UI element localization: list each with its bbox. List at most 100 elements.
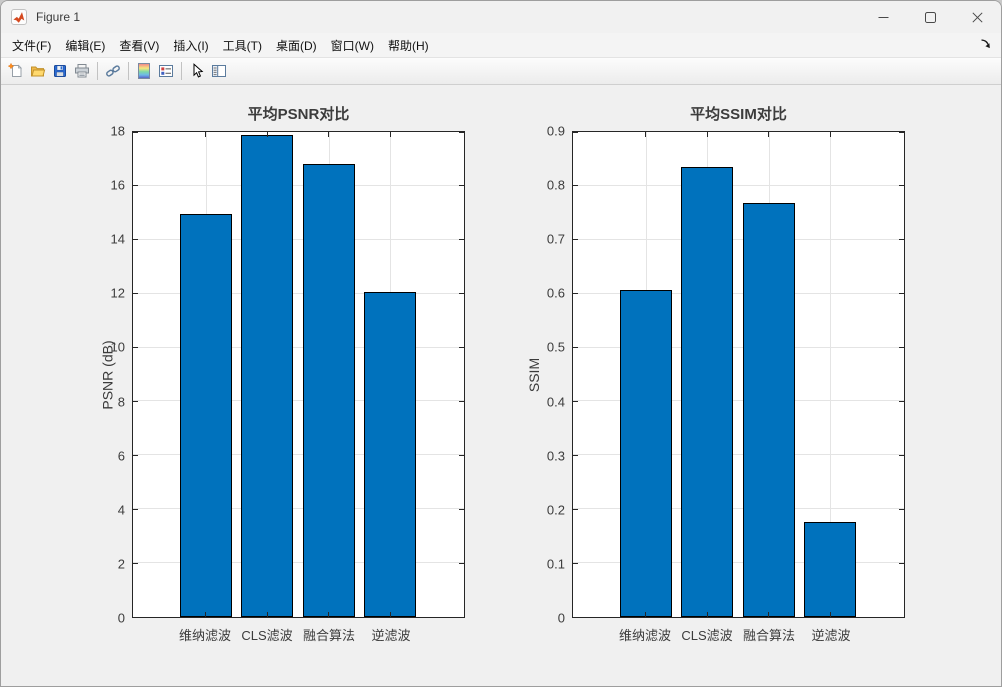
axis-tick — [133, 293, 138, 295]
titlebar[interactable]: Figure 1 — [1, 1, 1001, 33]
x-tick-label: CLS滤波 — [241, 628, 293, 643]
edit-plot-arrow-icon — [193, 63, 204, 78]
x-tick-label: 逆滤波 — [371, 628, 411, 643]
axis-tick — [389, 612, 391, 617]
bar — [804, 521, 857, 617]
menu-item-tools[interactable]: 工具(T) — [222, 38, 262, 53]
figure-canvas: 平均PSNR对比 PSNR (dB) 0 2 4 6 8 10 12 14 16 18 维纳滤波 C… — [1, 85, 1001, 686]
menu-item-insert[interactable]: 插入(I) — [173, 38, 209, 53]
y-tick-label: 6 — [117, 448, 125, 464]
save-figure-icon — [54, 65, 66, 77]
x-axis-tick-labels: 维纳滤波 CLS滤波 融合算法 逆滤波 — [572, 625, 905, 643]
chart-title: 平均SSIM对比 — [690, 106, 787, 123]
menu-item-desktop[interactable]: 桌面(D) — [275, 38, 317, 53]
axis-tick — [266, 612, 268, 617]
axis-tick — [829, 612, 831, 617]
axis-tick — [133, 400, 138, 402]
axis-tick — [899, 400, 904, 402]
axis-tick — [573, 508, 578, 510]
y-tick-label: 12 — [110, 285, 125, 301]
x-tick-label: 维纳滤波 — [618, 628, 671, 643]
axis-tick — [706, 612, 708, 617]
plot-area — [572, 131, 905, 618]
axis-tick — [573, 562, 578, 564]
menu-item-file[interactable]: 文件(F) — [12, 38, 52, 53]
ssim-bar-chart: 平均SSIM对比 SSIM 0 0.1 0.2 0.3 0.4 0.5 0.6 0.7 0.8 0… — [526, 106, 905, 643]
axis-tick — [459, 508, 464, 510]
close-button[interactable] — [954, 1, 1001, 33]
minimize-button[interactable] — [860, 1, 907, 33]
y-tick-label: 0 — [557, 610, 565, 626]
edit-plot-button[interactable] — [186, 60, 208, 82]
insert-legend-icon — [159, 65, 173, 77]
axis-tick — [899, 239, 904, 241]
y-tick-label: 0.1 — [546, 556, 565, 572]
axis-tick — [573, 454, 578, 456]
y-tick-label: 8 — [117, 394, 125, 410]
insert-legend-button[interactable] — [155, 60, 177, 82]
axis-tick — [133, 508, 138, 510]
y-gridline — [133, 292, 464, 294]
x-gridline — [830, 132, 832, 617]
y-gridline — [573, 400, 904, 402]
axis-tick — [645, 612, 647, 617]
y-tick-label: 0.8 — [546, 177, 565, 193]
open-file-button[interactable] — [27, 60, 49, 82]
y-gridline — [133, 400, 464, 402]
menu-item-help[interactable]: 帮助(H) — [387, 38, 429, 53]
x-tick-label: CLS滤波 — [681, 628, 733, 643]
y-tick-label: 0.3 — [546, 448, 565, 464]
maximize-button[interactable] — [907, 1, 954, 33]
plot-browser-button[interactable] — [208, 60, 230, 82]
y-gridline — [573, 292, 904, 294]
y-tick-label: 16 — [110, 177, 125, 193]
axis-tick — [899, 185, 904, 187]
insert-colorbar-button[interactable] — [133, 60, 155, 82]
menu-item-view[interactable]: 查看(V) — [119, 38, 160, 53]
axis-tick — [645, 132, 647, 137]
menubar: 文件(F) 编辑(E) 查看(V) 插入(I) 工具(T) 桌面(D) 窗口(W… — [1, 33, 1001, 57]
link-plot-button[interactable] — [102, 60, 124, 82]
window-controls — [860, 1, 1001, 33]
axis-tick — [133, 347, 138, 349]
axis-tick — [459, 185, 464, 187]
new-figure-icon — [8, 63, 22, 77]
dock-figure-arrow-icon[interactable] — [980, 38, 992, 50]
menu-item-window[interactable]: 窗口(W) — [330, 38, 374, 53]
axis-tick — [706, 132, 708, 137]
axis-tick — [899, 562, 904, 564]
axis-tick — [459, 239, 464, 241]
x-axis-tick-labels: 维纳滤波 CLS滤波 融合算法 逆滤波 — [132, 625, 465, 643]
x-tick-label: 融合算法 — [302, 628, 355, 643]
plot-area — [132, 131, 465, 618]
insert-colorbar-icon — [138, 63, 150, 79]
y-gridline — [573, 346, 904, 348]
y-gridline — [133, 454, 464, 456]
bar — [742, 202, 795, 617]
y-gridline — [133, 184, 464, 186]
y-tick-label: 4 — [117, 502, 125, 518]
y-tick-label: 0.9 — [546, 123, 565, 139]
print-figure-icon — [75, 64, 89, 78]
axis-tick — [459, 616, 464, 618]
new-figure-button[interactable] — [5, 60, 27, 82]
bar — [241, 134, 294, 617]
menu-item-edit[interactable]: 编辑(E) — [65, 38, 106, 53]
print-figure-button[interactable] — [71, 60, 93, 82]
y-tick-label: 0.5 — [546, 339, 565, 355]
save-figure-button[interactable] — [49, 60, 71, 82]
y-gridline — [133, 346, 464, 348]
bar — [179, 214, 232, 617]
maximize-icon — [925, 11, 936, 23]
bar — [681, 167, 734, 617]
x-tick-label: 维纳滤波 — [178, 628, 231, 643]
axis-tick — [899, 293, 904, 295]
y-tick-label: 2 — [117, 556, 125, 572]
y-tick-label: 0 — [117, 610, 125, 626]
close-icon — [972, 11, 983, 23]
axis-tick — [133, 131, 138, 133]
link-plot-icon — [106, 65, 120, 77]
axis-tick — [899, 347, 904, 349]
y-tick-label: 14 — [110, 231, 125, 247]
figure-toolbar — [1, 57, 1001, 85]
